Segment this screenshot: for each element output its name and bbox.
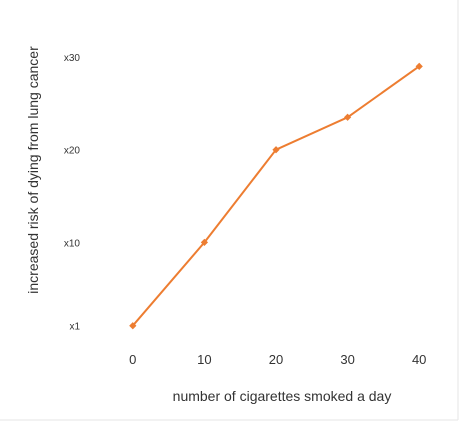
y-tick-label: x30 <box>64 53 81 64</box>
x-tick-label: 20 <box>269 352 283 367</box>
series-layer <box>129 62 423 330</box>
x-axis-title: number of cigarettes smoked a day <box>173 388 392 404</box>
x-tick-label: 0 <box>129 352 136 367</box>
y-axis-ticks: x1 x10 x20 x30 <box>64 53 81 333</box>
data-point-marker <box>415 62 423 70</box>
x-tick-label: 30 <box>340 352 354 367</box>
y-tick-label: x1 <box>69 322 80 333</box>
data-point-marker <box>200 238 209 246</box>
data-point-marker <box>343 113 352 121</box>
data-point-marker <box>272 146 280 154</box>
x-axis-ticks: 0 10 20 30 40 <box>129 352 426 367</box>
y-tick-label: x20 <box>64 146 81 157</box>
y-axis-title: increased risk of dying from lung cancer <box>25 46 41 294</box>
data-point-marker <box>129 322 137 330</box>
y-tick-label: x10 <box>64 238 81 249</box>
x-tick-label: 40 <box>412 352 426 367</box>
x-tick-label: 10 <box>197 352 211 367</box>
